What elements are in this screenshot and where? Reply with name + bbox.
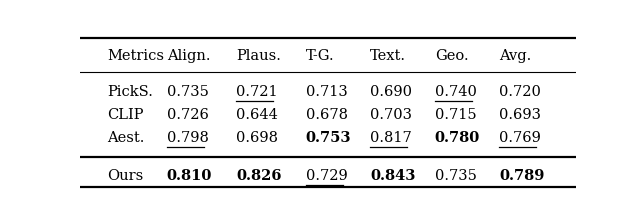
Text: 0.713: 0.713 (306, 85, 348, 99)
Text: 0.753: 0.753 (306, 131, 351, 145)
Text: 0.729: 0.729 (306, 169, 348, 183)
Text: 0.789: 0.789 (499, 169, 545, 183)
Text: 0.720: 0.720 (499, 85, 541, 99)
Text: Align.: Align. (167, 49, 211, 63)
Text: Ours: Ours (108, 169, 143, 183)
Text: Avg.: Avg. (499, 49, 531, 63)
Text: Text.: Text. (370, 49, 406, 63)
Text: 0.843: 0.843 (370, 169, 415, 183)
Text: 0.740: 0.740 (435, 85, 477, 99)
Text: CLIP: CLIP (108, 108, 144, 122)
Text: 0.735: 0.735 (167, 85, 209, 99)
Text: 0.678: 0.678 (306, 108, 348, 122)
Text: T-G.: T-G. (306, 49, 334, 63)
Text: 0.698: 0.698 (236, 131, 278, 145)
Text: 0.780: 0.780 (435, 131, 480, 145)
Text: 0.735: 0.735 (435, 169, 477, 183)
Text: 0.644: 0.644 (236, 108, 278, 122)
Text: 0.726: 0.726 (167, 108, 209, 122)
Text: 0.693: 0.693 (499, 108, 541, 122)
Text: 0.690: 0.690 (370, 85, 412, 99)
Text: 0.721: 0.721 (236, 85, 278, 99)
Text: 0.715: 0.715 (435, 108, 476, 122)
Text: 0.826: 0.826 (236, 169, 282, 183)
Text: Plaus.: Plaus. (236, 49, 281, 63)
Text: Aest.: Aest. (108, 131, 145, 145)
Text: 0.798: 0.798 (167, 131, 209, 145)
Text: 0.817: 0.817 (370, 131, 412, 145)
Text: PickS.: PickS. (108, 85, 153, 99)
Text: Geo.: Geo. (435, 49, 468, 63)
Text: 0.703: 0.703 (370, 108, 412, 122)
Text: 0.769: 0.769 (499, 131, 541, 145)
Text: Metrics: Metrics (108, 49, 164, 63)
Text: 0.810: 0.810 (167, 169, 212, 183)
